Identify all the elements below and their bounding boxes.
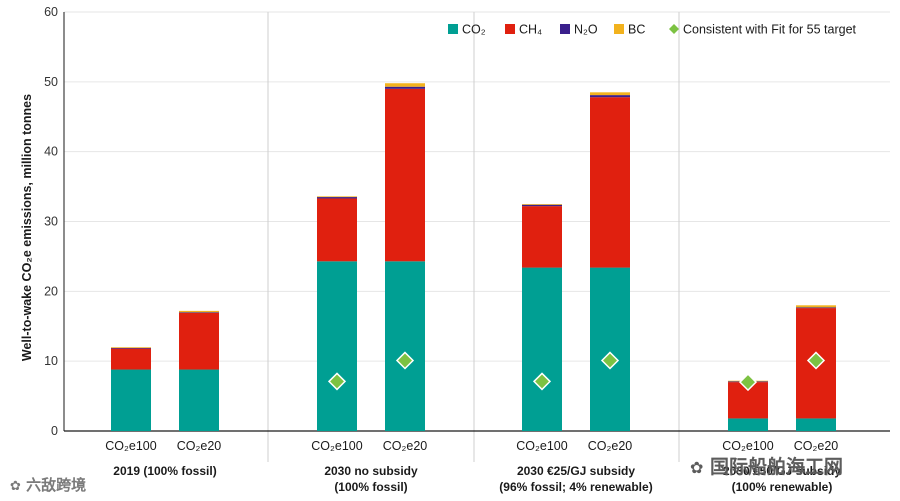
group-label: 2030 €50/GJ subsidy	[723, 464, 841, 478]
watermark-bottom-left: ✿ 六敌跨境	[10, 476, 87, 494]
legend-label: BC	[628, 23, 645, 37]
bar-label: CO₂e100	[311, 439, 362, 453]
target-marker	[327, 372, 347, 391]
bar-segment-n2o	[111, 347, 151, 349]
bar-label: CO₂e20	[383, 439, 428, 453]
bar-segment-bc	[796, 305, 836, 308]
group-label: 2019 (100% fossil)	[113, 464, 216, 478]
bar-segment-co2	[522, 267, 562, 431]
bar-label: CO₂e100	[516, 439, 567, 453]
bar-segment-ch4	[317, 198, 357, 262]
bar-segment-n2o	[590, 95, 630, 98]
bar-segment-co2	[111, 369, 151, 431]
bar-segment-bc	[522, 204, 562, 205]
bar-segment-bc	[317, 196, 357, 198]
legend-label: CO₂	[462, 23, 486, 37]
y-tick-label: 30	[44, 215, 58, 229]
bar-segment-co2	[728, 418, 768, 431]
group-label: 2030 €25/GJ subsidy	[517, 464, 635, 478]
bar-segment-ch4	[111, 348, 151, 370]
y-tick-label: 60	[44, 5, 58, 19]
bar-segment-co2	[385, 261, 425, 431]
bar-segment-n2o	[796, 307, 836, 309]
watermark-bottom-right: ✿ 国际船舶海工网	[690, 456, 844, 478]
y-tick-label: 0	[51, 424, 58, 438]
y-tick-label: 40	[44, 145, 58, 159]
wechat-icon: ✿	[690, 458, 704, 477]
y-tick-label: 10	[44, 354, 58, 368]
target-marker	[806, 351, 826, 370]
bar-segment-bc	[111, 347, 151, 348]
group-sublabel: (100% fossil)	[334, 480, 407, 494]
bar-label: CO₂e100	[105, 439, 156, 453]
bar-label: CO₂e20	[177, 439, 222, 453]
bar-segment-ch4	[179, 312, 219, 370]
target-marker	[532, 372, 552, 391]
group-label: 2030 no subsidy	[324, 464, 418, 478]
legend-label: CH₄	[519, 23, 542, 37]
bar-segment-ch4	[522, 206, 562, 268]
legend-swatch-target	[669, 24, 679, 34]
legend-swatch-n2o	[560, 24, 570, 34]
bar-segment-bc	[179, 310, 219, 313]
target-marker	[600, 351, 620, 370]
target-marker	[738, 373, 758, 392]
group-dividers	[267, 12, 680, 462]
bar-segment-n2o	[179, 312, 219, 313]
legend-swatch-bc	[614, 24, 624, 34]
bar-label: CO₂e20	[588, 439, 633, 453]
y-axis-title: Well-to-wake CO₂e emissions, million ton…	[20, 94, 34, 361]
legend-label: Consistent with Fit for 55 target	[683, 23, 857, 37]
legend-swatch-co2	[448, 24, 458, 34]
bar-segment-co2	[796, 418, 836, 431]
legend: CO₂ CH₄ N₂O BC Consistent with Fit for 55 ta…	[448, 23, 857, 37]
y-tick-label: 50	[44, 75, 58, 89]
bar-segment-n2o	[317, 197, 357, 199]
bar-segment-n2o	[385, 86, 425, 89]
group-sublabel: (100% renewable)	[732, 480, 833, 494]
bar-segment-bc	[385, 83, 425, 87]
bar-segment-co2	[317, 261, 357, 431]
bar-segment-bc	[590, 92, 630, 96]
wechat-icon: ✿	[10, 479, 21, 494]
target-markers	[327, 351, 826, 392]
x-axis-labels: CO₂e100 CO₂e20 2019 (100% fossil) CO₂e100 CO…	[105, 439, 841, 494]
bar-segment-co2	[590, 267, 630, 431]
legend-label: N₂O	[574, 23, 598, 37]
y-tick-label: 20	[44, 284, 58, 298]
legend-swatch-ch4	[505, 24, 515, 34]
bar-segment-co2	[179, 369, 219, 431]
bar-segment-n2o	[522, 204, 562, 207]
group-sublabel: (96% fossil; 4% renewable)	[499, 480, 652, 494]
gridlines	[64, 11, 890, 362]
target-marker	[395, 351, 415, 370]
bar-label: CO₂e100	[722, 439, 773, 453]
bar-segment-ch4	[590, 97, 630, 268]
bar-segment-ch4	[385, 88, 425, 262]
bar-label: CO₂e20	[794, 439, 839, 453]
